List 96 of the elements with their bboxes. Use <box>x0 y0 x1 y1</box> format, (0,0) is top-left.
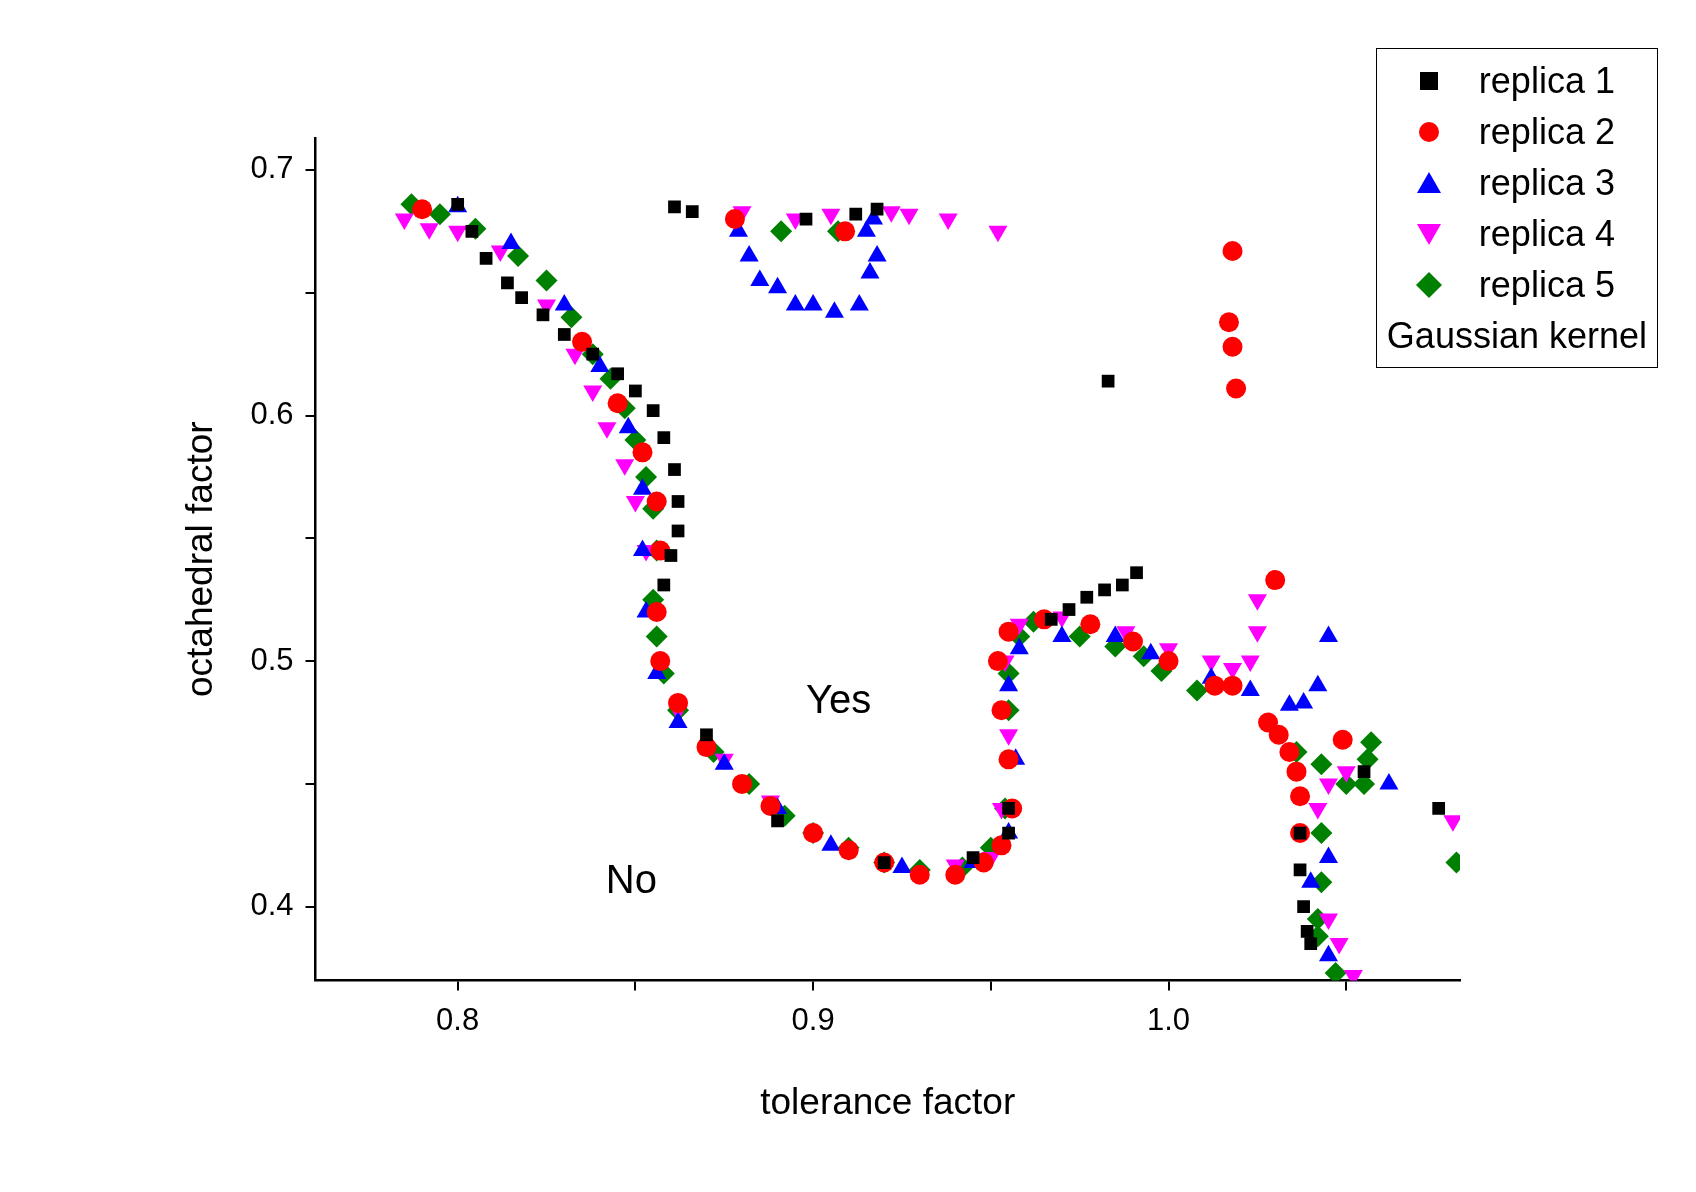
point <box>1310 753 1333 776</box>
point <box>838 840 859 861</box>
x-axis-title: tolerance factor <box>760 1081 1016 1122</box>
point <box>870 202 884 216</box>
point <box>1044 613 1058 626</box>
point <box>998 621 1019 642</box>
point <box>632 442 653 463</box>
annotation: Gaussian kernel <box>1386 314 1647 358</box>
y-tick-label: 0.6 <box>250 396 294 432</box>
point <box>412 199 433 220</box>
point <box>1158 651 1179 672</box>
x-tick-label: 0.8 <box>436 1001 480 1037</box>
point <box>1360 731 1383 754</box>
point <box>646 491 667 512</box>
point <box>849 207 863 221</box>
point <box>1297 900 1310 914</box>
legend-label: replica 1 <box>1478 59 1615 103</box>
point <box>1222 336 1243 357</box>
y-tick-label: 0.4 <box>250 887 294 923</box>
point <box>664 549 678 562</box>
annotation: Yes <box>805 677 872 722</box>
point <box>1123 631 1143 652</box>
point <box>1098 583 1111 597</box>
point <box>1101 374 1115 388</box>
point <box>685 205 699 219</box>
legend-label: replica 2 <box>1478 110 1615 154</box>
point <box>1310 822 1333 845</box>
legend-label: replica 5 <box>1478 263 1615 307</box>
point <box>1286 761 1307 782</box>
annotation: No <box>605 856 657 901</box>
point <box>732 773 753 794</box>
point <box>1332 729 1353 750</box>
point <box>1432 802 1446 815</box>
point <box>945 864 966 885</box>
point <box>535 269 558 292</box>
point <box>770 220 793 243</box>
point <box>645 625 668 648</box>
point <box>501 276 514 290</box>
point <box>560 306 583 329</box>
point <box>668 463 681 476</box>
point <box>966 851 980 864</box>
point <box>909 864 930 885</box>
point <box>1130 566 1143 580</box>
y-tick-label: 0.7 <box>250 150 294 186</box>
point <box>507 244 530 267</box>
point <box>771 814 784 828</box>
point <box>536 308 550 322</box>
point <box>607 393 628 414</box>
y-tick-label: 0.5 <box>250 641 294 677</box>
point <box>1268 724 1289 745</box>
point <box>1357 765 1371 779</box>
legend-label: replica 4 <box>1478 212 1615 256</box>
legend-label: replica 3 <box>1478 161 1615 205</box>
point <box>668 692 689 713</box>
point <box>724 209 745 230</box>
point <box>1218 312 1239 333</box>
point <box>1115 578 1129 592</box>
point <box>657 578 671 592</box>
point <box>1300 924 1314 938</box>
point <box>668 200 681 214</box>
point <box>1080 614 1101 635</box>
point <box>700 728 713 742</box>
point <box>835 221 856 242</box>
point <box>998 749 1019 770</box>
point <box>1222 240 1243 261</box>
point <box>1265 570 1286 591</box>
point <box>1002 826 1015 840</box>
point <box>646 404 660 417</box>
point <box>760 796 781 817</box>
point <box>1222 675 1243 696</box>
x-tick-label: 0.9 <box>791 1001 835 1037</box>
point <box>572 331 593 352</box>
point <box>1185 679 1208 702</box>
point <box>991 700 1012 721</box>
point <box>428 203 451 226</box>
point <box>650 651 671 672</box>
point <box>515 291 529 304</box>
y-axis-title: octahedral factor <box>179 421 221 697</box>
x-tick-label: 1.0 <box>1146 1001 1191 1037</box>
point <box>987 651 1008 672</box>
point <box>1304 937 1318 950</box>
point <box>1226 378 1247 399</box>
point <box>1279 741 1300 762</box>
point <box>1290 786 1311 807</box>
point <box>646 602 667 622</box>
point <box>479 251 493 265</box>
point <box>1204 675 1225 696</box>
point <box>657 431 671 444</box>
point <box>991 835 1012 856</box>
point <box>1062 603 1076 616</box>
point <box>1068 625 1091 648</box>
point <box>1080 590 1094 604</box>
point <box>611 367 624 381</box>
point <box>557 328 571 341</box>
point <box>629 384 642 398</box>
point <box>671 495 685 508</box>
